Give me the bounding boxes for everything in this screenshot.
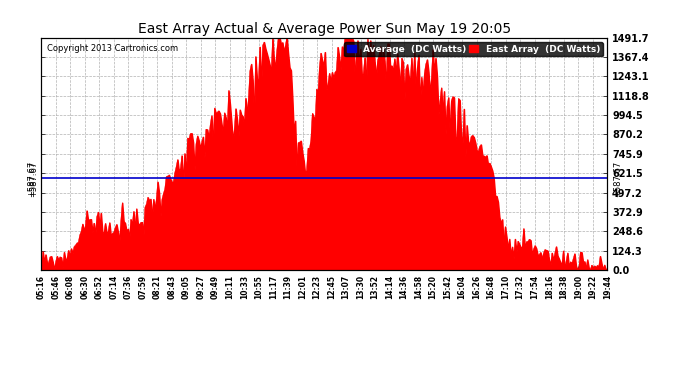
Text: Copyright 2013 Cartronics.com: Copyright 2013 Cartronics.com <box>47 45 178 54</box>
Text: +587.67: +587.67 <box>613 160 622 196</box>
Title: East Array Actual & Average Power Sun May 19 20:05: East Array Actual & Average Power Sun Ma… <box>138 22 511 36</box>
Legend: Average  (DC Watts), East Array  (DC Watts): Average (DC Watts), East Array (DC Watts… <box>344 42 602 56</box>
Text: +587.67: +587.67 <box>27 160 36 196</box>
Text: +587.67: +587.67 <box>30 160 39 196</box>
